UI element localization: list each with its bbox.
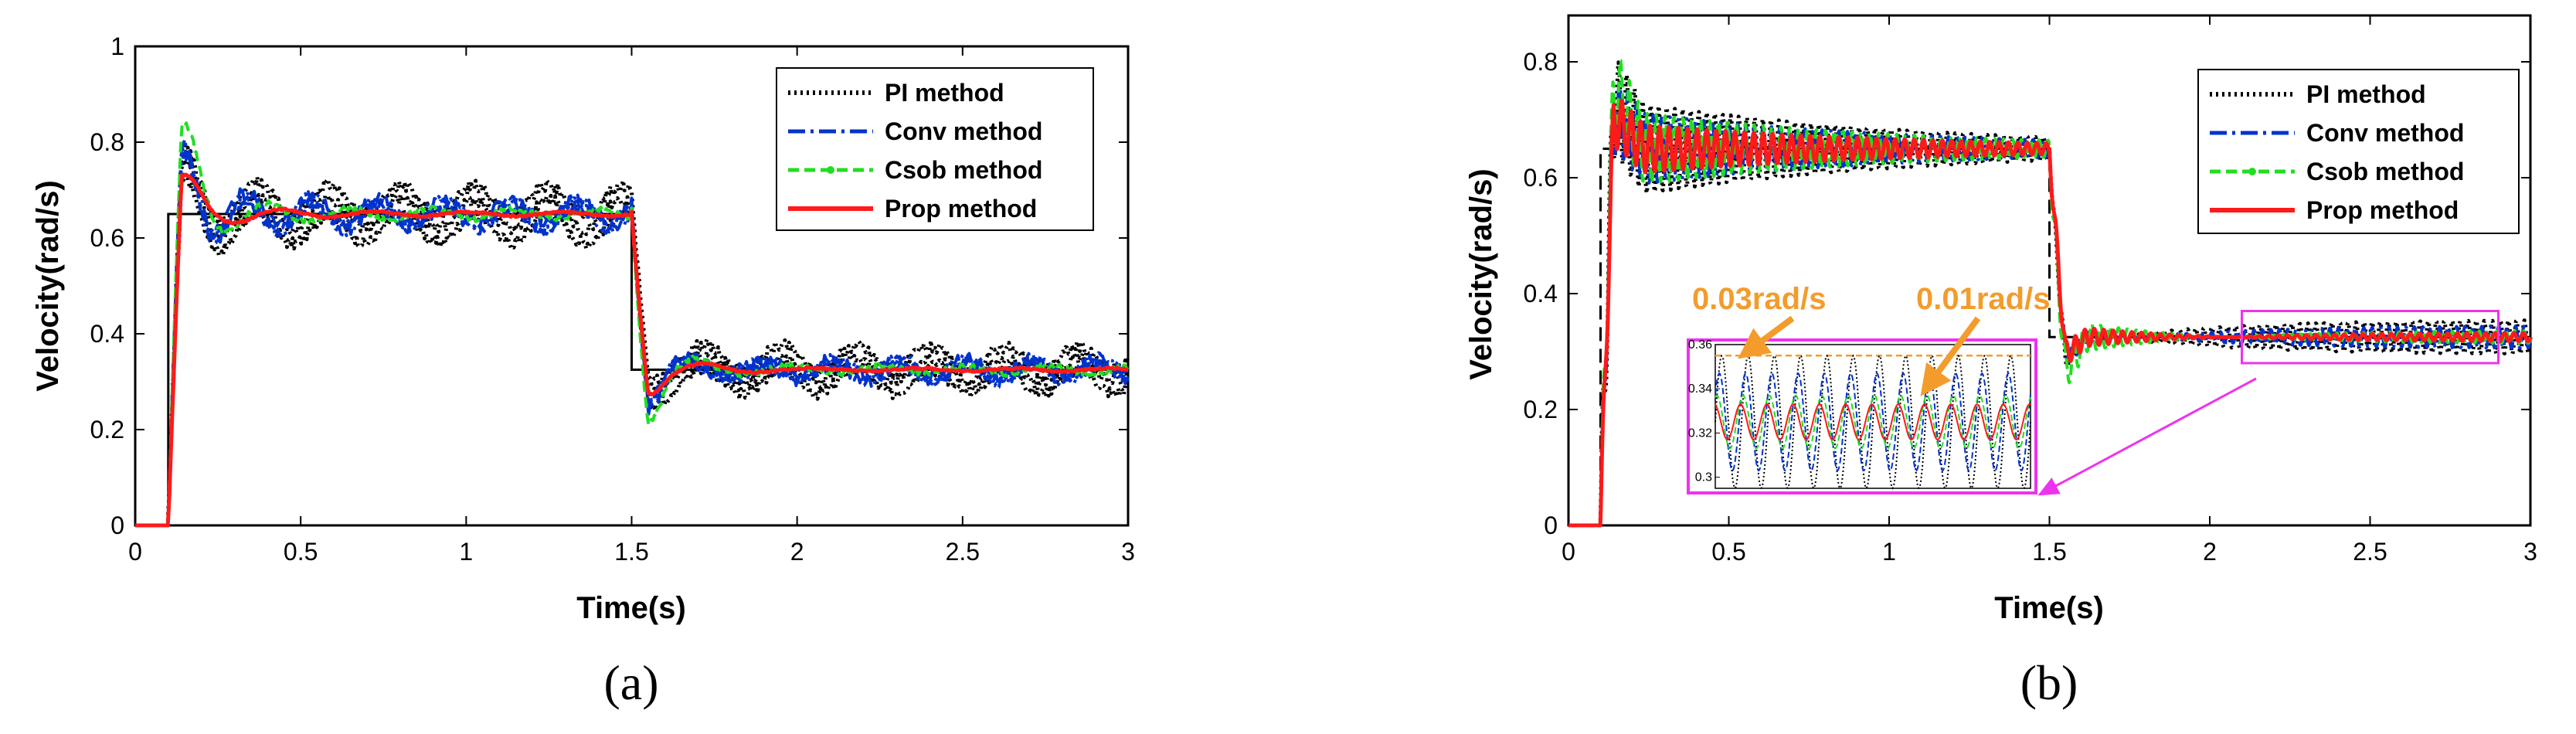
x-tick-label: 0 <box>1562 538 1575 566</box>
series-group-a <box>134 121 1130 528</box>
ylabel-a: Velocity(rad/s) <box>31 180 65 391</box>
x-tick-label: 2 <box>2203 538 2217 566</box>
y-tick-label: 0 <box>1544 511 1558 539</box>
y-tick-label: 0.4 <box>1524 280 1558 308</box>
x-tick-label: 1.5 <box>2032 538 2066 566</box>
caption-a: (a) <box>603 655 658 710</box>
legend-label: Csob method <box>2306 158 2464 185</box>
annotation-003-arrow <box>1738 315 1795 359</box>
inset-series-line <box>1715 394 2031 450</box>
series-line-prop-method <box>134 172 1129 528</box>
xlabel-a: Time(s) <box>576 591 686 625</box>
ticks-a: 0 0.5 1 1.5 2 2.5 3 0 0.2 0.4 0.6 0.8 1 <box>90 32 1135 566</box>
legend-label: Csob method <box>885 156 1042 184</box>
ticks-b: 0 0.5 1 1.5 2 2.5 3 0 0.2 0.4 0.6 0.8 <box>1524 15 2537 566</box>
inset-plot-frame <box>1715 344 2031 489</box>
xlabel-b: Time(s) <box>1994 591 2104 625</box>
zoom-arrow <box>2037 377 2257 496</box>
y-tick-label: 0.8 <box>90 128 124 156</box>
legend-box-a <box>776 67 1094 231</box>
chart-panel-b: 0 0.5 1 1.5 2 2.5 3 0 0.2 0.4 0.6 0.8 PI method Conv… <box>1464 14 2537 710</box>
legend-label: Conv method <box>2306 119 2464 147</box>
y-tick-label: 0.2 <box>90 416 124 443</box>
inset-tick-label: 0.3 <box>1695 471 1712 484</box>
legend-label: Prop method <box>885 195 1037 223</box>
annotation-001-arrow <box>1920 316 1981 396</box>
inset-series-line <box>1715 372 2031 472</box>
inset-tick-label: 0.34 <box>1688 382 1712 396</box>
legend-marker <box>2248 168 2256 175</box>
x-tick-label: 0.5 <box>284 538 318 566</box>
series-line-csob-method <box>134 121 1130 527</box>
y-tick-label: 0.6 <box>90 224 124 252</box>
series-group-b <box>1567 59 2533 528</box>
x-tick-label: 3 <box>1121 538 1135 566</box>
legend-label: PI method <box>2306 80 2426 108</box>
y-tick-label: 0.8 <box>1524 48 1558 76</box>
legend-b: PI method Conv method Csob method Prop meth… <box>2197 69 2520 234</box>
series-line-prop-method <box>1567 98 2533 528</box>
y-tick-label: 1 <box>110 32 124 60</box>
inset-ticks: 0.3 0.32 0.34 0.36 <box>1688 338 1720 484</box>
series-line-conv-method <box>134 137 1129 527</box>
legend-box-b <box>2197 69 2520 234</box>
y-tick-label: 0.2 <box>1524 396 1558 423</box>
legend-label: PI method <box>885 79 1004 107</box>
x-tick-label: 3 <box>2523 538 2537 566</box>
annotation-003: 0.03rad/s <box>1692 282 1826 316</box>
legend-marker <box>827 166 834 174</box>
zoom-inset: 0.3 0.32 0.34 0.36 <box>1687 338 2037 494</box>
inset-series-line <box>1715 354 2031 490</box>
ylabel-b: Velocity(rad/s) <box>1464 168 1498 379</box>
legend-a: PI method Conv method Csob method Prop meth… <box>776 67 1094 231</box>
x-tick-label: 2 <box>790 538 804 566</box>
x-tick-label: 1 <box>1882 538 1896 566</box>
x-tick-label: 0.5 <box>1711 538 1745 566</box>
y-tick-label: 0.6 <box>1524 164 1558 192</box>
y-tick-label: 0 <box>110 511 124 539</box>
x-tick-label: 0 <box>128 538 142 566</box>
x-tick-label: 1 <box>459 538 473 566</box>
x-tick-label: 2.5 <box>2353 538 2387 566</box>
legend-label: Conv method <box>885 117 1042 145</box>
inset-tick-label: 0.32 <box>1688 426 1712 440</box>
inset-series-line <box>1715 403 2031 441</box>
x-tick-label: 2.5 <box>946 538 980 566</box>
annotation-001: 0.01rad/s <box>1916 282 2050 316</box>
y-tick-label: 0.4 <box>90 320 124 348</box>
chart-panel-a: 0 0.5 1 1.5 2 2.5 3 0 0.2 0.4 0.6 0.8 1 PI method Con… <box>31 32 1135 710</box>
legend-label: Prop method <box>2306 196 2459 224</box>
inset-tick-label: 0.36 <box>1688 338 1712 352</box>
x-tick-label: 1.5 <box>614 538 648 566</box>
caption-b: (b) <box>2020 655 2078 710</box>
zoom-region-box <box>2241 310 2500 365</box>
